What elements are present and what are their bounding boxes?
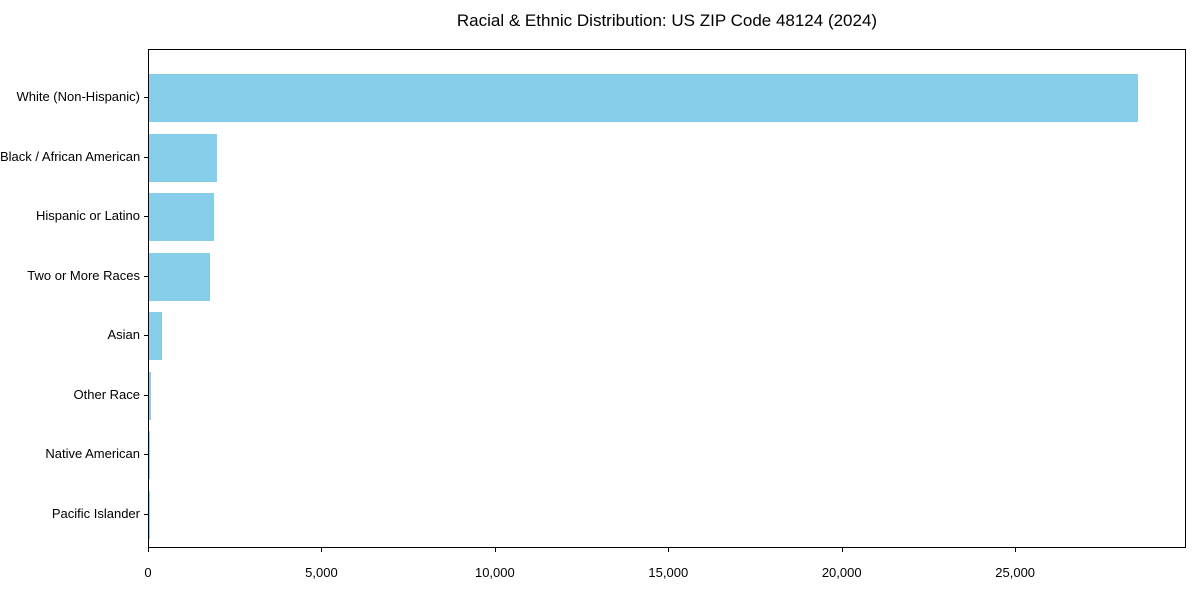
x-tick-mark bbox=[321, 548, 323, 552]
x-tick-label: 10,000 bbox=[474, 565, 515, 580]
y-axis-label: Other Race bbox=[73, 386, 140, 402]
y-tick-mark bbox=[144, 97, 148, 98]
y-axis-label: Pacific Islander bbox=[51, 505, 140, 521]
x-tick-mark bbox=[1015, 548, 1017, 552]
y-tick-mark bbox=[144, 335, 148, 337]
bar bbox=[149, 133, 218, 182]
chart-title: Racial & Ethnic Distribution: US ZIP Cod… bbox=[456, 11, 878, 30]
y-tick-mark bbox=[144, 156, 148, 158]
bar bbox=[149, 193, 214, 242]
y-axis-label: Asian bbox=[107, 327, 140, 343]
x-tick-label: 25,000 bbox=[995, 565, 1036, 580]
x-tick-label: 20,000 bbox=[821, 565, 862, 580]
y-axis-label: Hispanic or Latino bbox=[35, 208, 140, 224]
y-tick-mark bbox=[144, 275, 148, 277]
y-axis-label: Black / African American bbox=[0, 148, 141, 164]
bar bbox=[149, 431, 150, 480]
x-tick-label: 5,000 bbox=[305, 565, 338, 580]
x-tick-mark bbox=[668, 548, 670, 552]
y-tick-mark bbox=[144, 513, 148, 515]
bar bbox=[149, 74, 1138, 122]
x-tick-mark bbox=[841, 548, 843, 552]
x-tick-label: 0 bbox=[144, 565, 152, 580]
bar bbox=[149, 371, 151, 420]
bar bbox=[149, 312, 162, 361]
y-tick-mark bbox=[144, 216, 148, 218]
y-tick-mark bbox=[144, 394, 148, 396]
x-tick-label: 15,000 bbox=[648, 565, 689, 580]
y-tick-mark bbox=[144, 454, 148, 456]
bar bbox=[149, 252, 210, 301]
y-axis-label: Two or More Races bbox=[27, 267, 140, 283]
y-axis-label: White (Non-Hispanic) bbox=[16, 89, 140, 104]
plot-area bbox=[148, 49, 1186, 548]
x-tick-mark bbox=[148, 548, 149, 552]
x-tick-mark bbox=[494, 548, 496, 552]
y-axis-label: Native American bbox=[45, 446, 140, 462]
